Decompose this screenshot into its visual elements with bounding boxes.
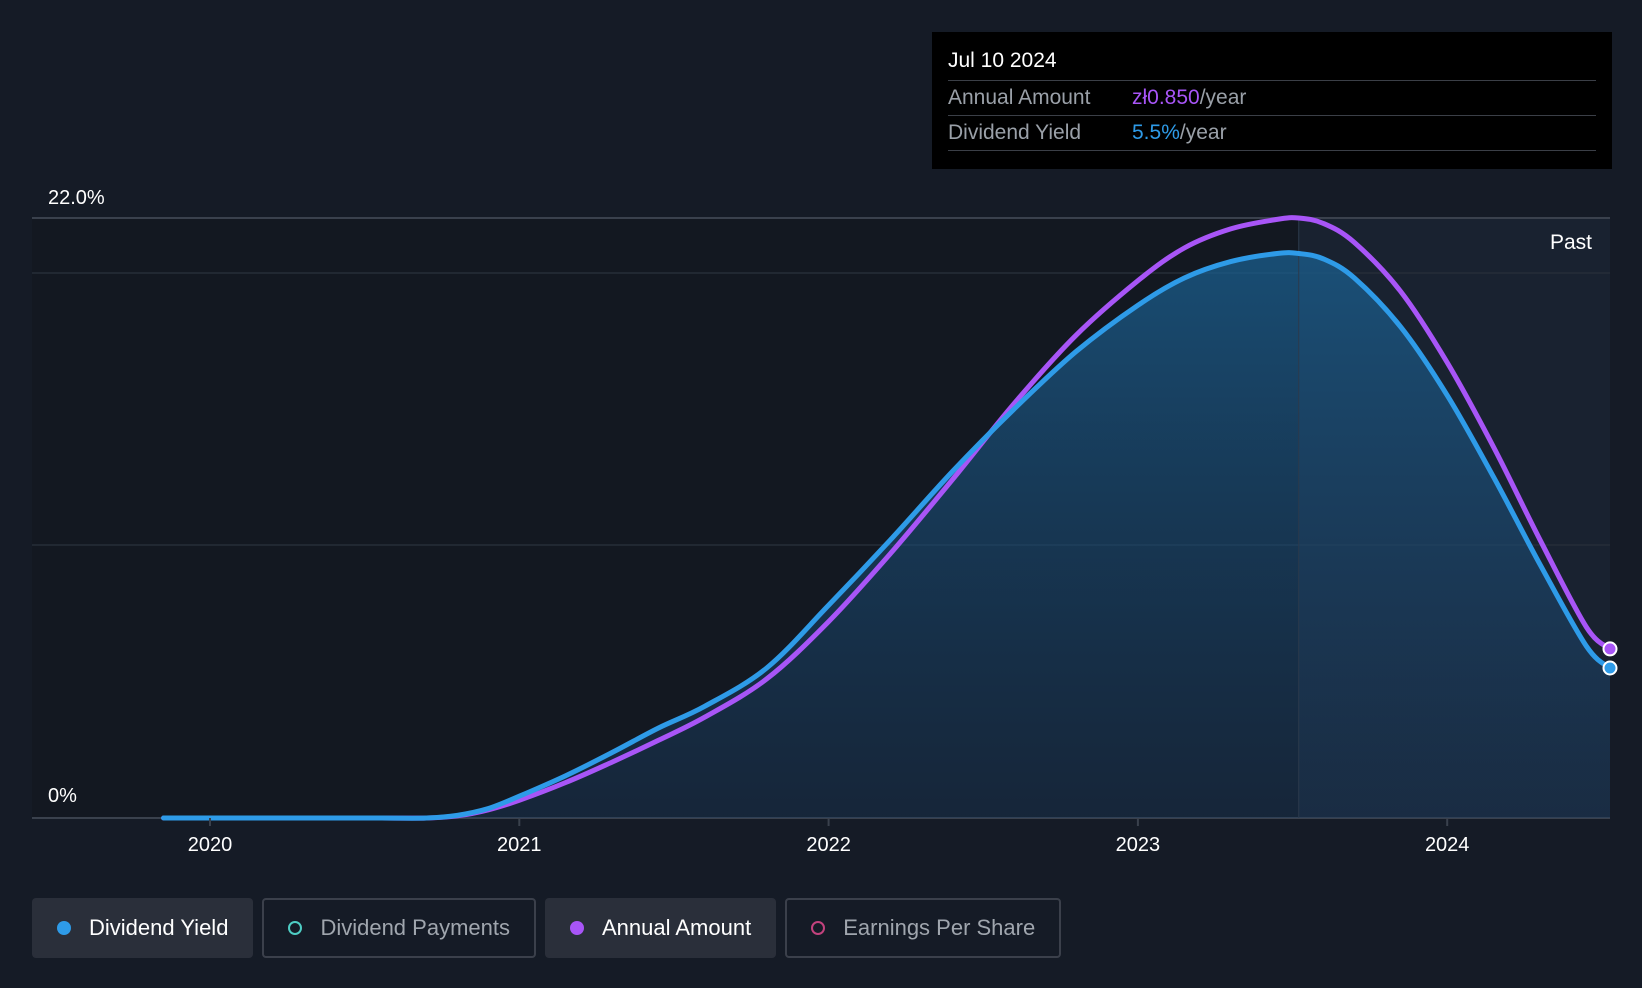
legend: Dividend Yield Dividend Payments Annual …	[32, 898, 1062, 958]
tooltip-unit: /year	[1199, 86, 1247, 109]
tooltip: Jul 10 2024 Annual Amount zł0.850 /year …	[932, 32, 1612, 169]
dividend-yield-line	[161, 250, 1613, 821]
tooltip-date: Jul 10 2024	[948, 46, 1596, 81]
x-tick-label: 2022	[806, 834, 851, 856]
series-lines	[161, 215, 1613, 821]
legend-label: Annual Amount	[601, 915, 752, 940]
tooltip-row-annual-amount: Annual Amount zł0.850 /year	[948, 81, 1596, 116]
x-tick-label: 2023	[1116, 834, 1161, 856]
legend-label: Earnings Per Share	[843, 915, 1036, 940]
legend-label: Dividend Yield	[89, 915, 229, 940]
annual-amount-end-point	[1602, 641, 1618, 657]
end-markers	[1602, 641, 1618, 676]
x-tick-label: 2024	[1425, 834, 1470, 856]
dividend-yield-area	[163, 252, 1611, 819]
tooltip-value: 5.5%	[1132, 121, 1180, 144]
y-tick-label: 0%	[48, 785, 77, 807]
x-tick-label: 2020	[188, 834, 233, 856]
legend-dividend-yield-button[interactable]: Dividend Yield	[32, 898, 254, 958]
tooltip-unit: /year	[1179, 121, 1227, 144]
x-tick-label: 2021	[497, 834, 542, 856]
legend-dividend-payments-button[interactable]: Dividend Payments	[262, 898, 536, 958]
legend-earnings-per-share-button[interactable]: Earnings Per Share	[785, 898, 1062, 958]
past-label: Past	[1550, 231, 1592, 254]
legend-annual-amount-button[interactable]: Annual Amount	[544, 898, 777, 958]
dot-icon	[569, 921, 584, 935]
tooltip-label: Annual Amount	[948, 86, 1091, 109]
y-tick-label: 22.0%	[48, 187, 105, 209]
tooltip-label: Dividend Yield	[948, 121, 1082, 144]
legend-label: Dividend Payments	[320, 915, 510, 940]
tooltip-value: zł0.850	[1132, 86, 1200, 109]
ring-icon	[811, 921, 826, 935]
dot-icon	[57, 921, 71, 935]
x-axis: 2020 2021 2022 2023 2024	[188, 818, 1470, 856]
dividend-yield-end-point	[1602, 660, 1618, 676]
ring-icon	[288, 921, 303, 935]
tooltip-row-dividend-yield: Dividend Yield 5.5% /year	[948, 116, 1596, 151]
y-axis: 22.0% 0%	[48, 187, 105, 807]
